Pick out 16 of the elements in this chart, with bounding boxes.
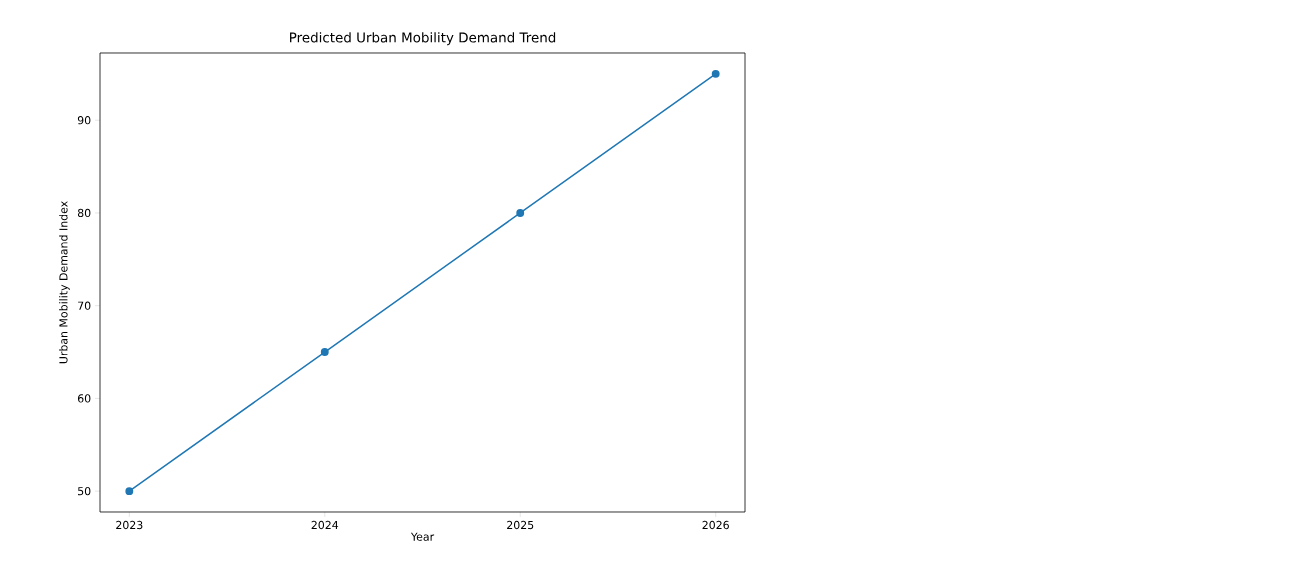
y-tick-label: 50 — [78, 487, 91, 496]
x-tick-label: 2024 — [311, 520, 339, 530]
y-axis-title: Urban Mobility Demand Index — [59, 201, 70, 364]
x-tick-label: 2023 — [116, 520, 143, 530]
chart-title: Predicted Urban Mobility Demand Trend — [290, 32, 556, 46]
x-tick-label: 2026 — [702, 520, 729, 530]
y-tick-label: 90 — [77, 116, 91, 125]
point — [516, 209, 525, 217]
point — [711, 69, 720, 78]
y-tick-label: 70 — [78, 301, 91, 310]
x-axis-title: Year — [410, 532, 435, 541]
y-tick-label: 80 — [77, 208, 91, 218]
x-tick-label: 2025 — [507, 520, 534, 530]
point — [320, 348, 329, 356]
y-tick-label: 60 — [77, 394, 91, 403]
point — [125, 487, 134, 496]
